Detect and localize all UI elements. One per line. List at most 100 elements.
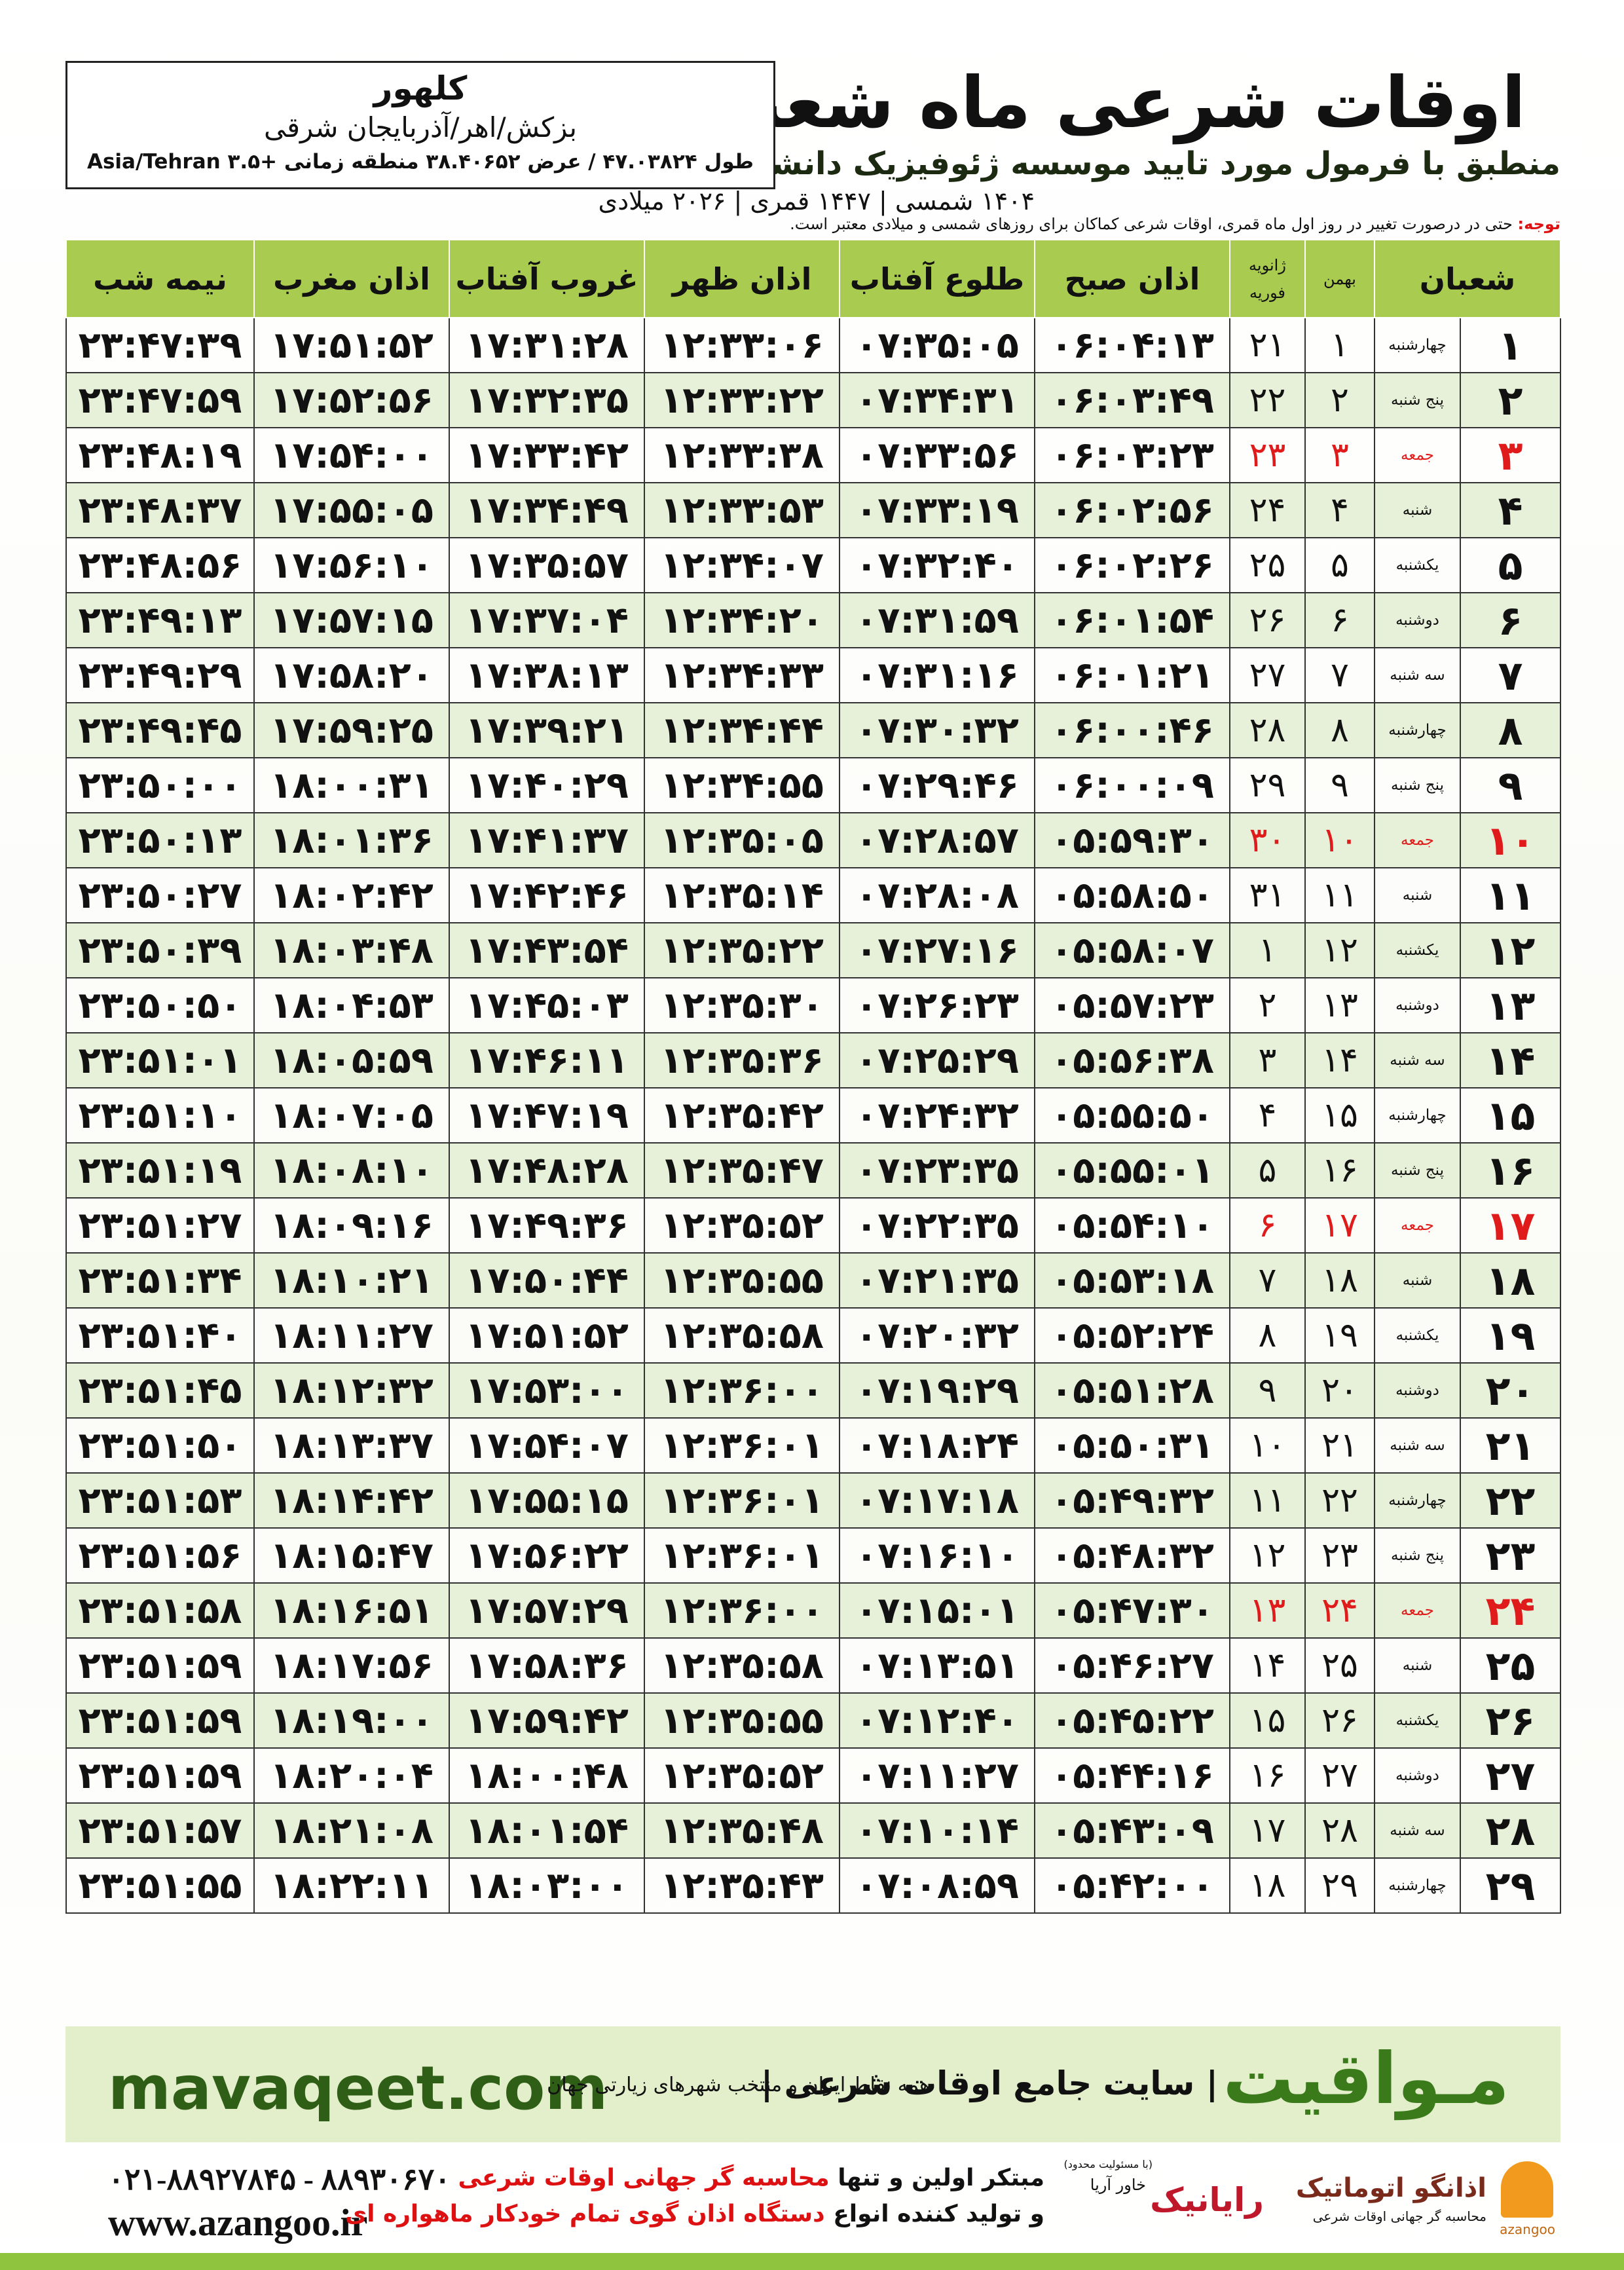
table-cell: ۱۸:۱۴:۴۲ bbox=[253, 1472, 450, 1529]
table-cell: ۲۰ bbox=[1304, 1362, 1375, 1419]
table-cell: ۲۹ bbox=[1229, 757, 1306, 813]
table-cell: ۱۸:۱۹:۰۰ bbox=[253, 1692, 450, 1749]
table-cell: چهارشنبه bbox=[1373, 1087, 1462, 1144]
table-cell: ۰۷:۱۲:۴۰ bbox=[839, 1692, 1035, 1749]
table-cell: ۲۸ bbox=[1229, 702, 1306, 758]
table-cell: ۰۷:۱۶:۱۰ bbox=[839, 1527, 1035, 1584]
table-cell: ۰۵:۴۷:۳۰ bbox=[1034, 1582, 1230, 1639]
table-cell: ۱۷:۵۳:۰۰ bbox=[449, 1362, 645, 1419]
table-cell: ۱۲:۳۴:۳۳ bbox=[644, 647, 840, 703]
column-header: اذان ظهر bbox=[644, 239, 840, 318]
table-cell: ۰۵:۵۳:۱۸ bbox=[1034, 1252, 1230, 1309]
column-header: غروب آفتاب bbox=[449, 239, 645, 318]
table-cell: ۲۶ bbox=[1460, 1692, 1562, 1749]
website: www.azangoo.ir bbox=[108, 2201, 368, 2244]
table-cell: ۱۸:۰۳:۰۰ bbox=[449, 1857, 645, 1914]
table-cell: ۰۷:۲۴:۳۲ bbox=[839, 1087, 1035, 1144]
table-row: ۲۶ یکشنبه ۲۶ ۱۵ ۰۵:۴۵:۲۲ ۰۷:۱۲:۴۰ ۱۲:۳۵:۵۵ ۱۷:۵… bbox=[65, 1692, 1562, 1749]
table-cell: ۲۶ bbox=[1304, 1692, 1375, 1749]
table-cell: جمعه bbox=[1373, 1197, 1462, 1254]
table-cell: ۲۱ bbox=[1304, 1417, 1375, 1474]
column-header: شعبان bbox=[1373, 239, 1562, 318]
table-row: ۱۰ جمعه ۱۰ ۳۰ ۰۵:۵۹:۳۰ ۰۷:۲۸:۵۷ ۱۲:۳۵:۰۵ ۱۷:۴۱:… bbox=[65, 812, 1562, 868]
table-cell: ۱۲:۳۵:۱۴ bbox=[644, 867, 840, 923]
table-cell: ۱۸:۰۲:۴۲ bbox=[253, 867, 450, 923]
table-cell: ۱۷:۴۷:۱۹ bbox=[449, 1087, 645, 1144]
table-cell: ۰۶:۰۲:۲۶ bbox=[1034, 537, 1230, 593]
location-box: کلهور بزکش/اهر/آذربایجان شرقی طول ۴۷.۰۳۸… bbox=[65, 61, 775, 189]
table-cell: ۱۲ bbox=[1460, 922, 1562, 978]
table-cell: چهارشنبه bbox=[1373, 1472, 1462, 1529]
table-cell: ۲ bbox=[1229, 977, 1306, 1033]
table-cell: ۱۲:۳۶:۰۱ bbox=[644, 1527, 840, 1584]
table-row: ۲۰ دوشنبه ۲۰ ۹ ۰۵:۵۱:۲۸ ۰۷:۱۹:۲۹ ۱۲:۳۶:۰۰ ۱۷:۵۳… bbox=[65, 1362, 1562, 1419]
table-cell: ۱۲:۳۴:۴۴ bbox=[644, 702, 840, 758]
table-cell: ۰۷:۱۰:۱۴ bbox=[839, 1802, 1035, 1859]
site-name: مـواقیت bbox=[1223, 2038, 1509, 2120]
table-cell: ۱۲:۳۶:۰۱ bbox=[644, 1472, 840, 1529]
table-cell: ۱۲:۳۵:۵۲ bbox=[644, 1747, 840, 1804]
table-cell: ۱۷:۵۷:۲۹ bbox=[449, 1582, 645, 1639]
table-cell: ۲۳:۴۸:۳۷ bbox=[65, 482, 255, 538]
table-cell: ۱۲:۳۶:۰۰ bbox=[644, 1582, 840, 1639]
table-cell: ۲۳:۵۱:۵۹ bbox=[65, 1747, 255, 1804]
table-cell: یکشنبه bbox=[1373, 1692, 1462, 1749]
table-cell: ۲ bbox=[1460, 372, 1562, 428]
region: بزکش/اهر/آذربایجان شرقی bbox=[263, 111, 578, 143]
table-row: ۸ چهارشنبه ۸ ۲۸ ۰۶:۰۰:۴۶ ۰۷:۳۰:۳۲ ۱۲:۳۴:۴۴ ۱۷:۳… bbox=[65, 702, 1562, 758]
table-cell: یکشنبه bbox=[1373, 537, 1462, 593]
table-row: ۲۸ سه شنبه ۲۸ ۱۷ ۰۵:۴۳:۰۹ ۰۷:۱۰:۱۴ ۱۲:۳۵:۴۸ ۱۸:… bbox=[65, 1802, 1562, 1859]
column-header: ژانویه فوریه bbox=[1229, 239, 1306, 318]
table-cell: ۰۷:۲۲:۳۵ bbox=[839, 1197, 1035, 1254]
table-cell: ۰۷:۳۳:۱۹ bbox=[839, 482, 1035, 538]
table-cell: ۰۷:۳۰:۳۲ bbox=[839, 702, 1035, 758]
bottom-line bbox=[0, 2253, 1624, 2270]
table-cell: ۱۷:۳۵:۵۷ bbox=[449, 537, 645, 593]
table-cell: ۳۰ bbox=[1229, 812, 1306, 868]
table-cell: ۲۸ bbox=[1304, 1802, 1375, 1859]
table-cell: ۱۵ bbox=[1304, 1087, 1375, 1144]
table-cell: ۱۸:۰۹:۱۶ bbox=[253, 1197, 450, 1254]
table-cell: ۲۴ bbox=[1460, 1582, 1562, 1639]
table-cell: ۲۳:۴۸:۱۹ bbox=[65, 427, 255, 483]
table-cell: ۲۱ bbox=[1460, 1417, 1562, 1474]
table-cell: ۱۲:۳۵:۵۲ bbox=[644, 1197, 840, 1254]
table-cell: ۰۷:۳۲:۴۰ bbox=[839, 537, 1035, 593]
table-cell: ۱۸ bbox=[1229, 1857, 1306, 1914]
table-cell: ۱ bbox=[1229, 922, 1306, 978]
table-row: ۷ سه شنبه ۷ ۲۷ ۰۶:۰۱:۲۱ ۰۷:۳۱:۱۶ ۱۲:۳۴:۳۳ ۱۷:۳۸… bbox=[65, 647, 1562, 703]
table-cell: ۲۳:۵۱:۵۹ bbox=[65, 1637, 255, 1694]
table-cell: ۱۲:۳۳:۳۸ bbox=[644, 427, 840, 483]
table-cell: ۱۷:۳۳:۴۲ bbox=[449, 427, 645, 483]
table-row: ۳ جمعه ۳ ۲۳ ۰۶:۰۳:۲۳ ۰۷:۳۳:۵۶ ۱۲:۳۳:۳۸ ۱۷:۳۳:۴۲… bbox=[65, 427, 1562, 483]
table-cell: ۰۵:۵۲:۲۴ bbox=[1034, 1307, 1230, 1364]
table-cell: ۱۸:۰۱:۵۴ bbox=[449, 1802, 645, 1859]
table-cell: ۱۳ bbox=[1229, 1582, 1306, 1639]
table-cell: ۱۸:۱۶:۵۱ bbox=[253, 1582, 450, 1639]
table-cell: ۱۲:۳۵:۵۵ bbox=[644, 1252, 840, 1309]
table-cell: ۴ bbox=[1229, 1087, 1306, 1144]
table-cell: ۰۷:۲۶:۲۳ bbox=[839, 977, 1035, 1033]
table-cell: ۰۷:۲۱:۳۵ bbox=[839, 1252, 1035, 1309]
table-row: ۲۹ چهارشنبه ۲۹ ۱۸ ۰۵:۴۲:۰۰ ۰۷:۰۸:۵۹ ۱۲:۳۵:۴۳ ۱۸… bbox=[65, 1857, 1562, 1914]
table-cell: ۱۶ bbox=[1460, 1142, 1562, 1199]
table-cell: ۱۴ bbox=[1304, 1032, 1375, 1088]
table-cell: ۱۷:۵۱:۵۲ bbox=[449, 1307, 645, 1364]
table-cell: ۲۳ bbox=[1229, 427, 1306, 483]
table-cell: ۲۳:۴۹:۴۵ bbox=[65, 702, 255, 758]
table-cell: ۰۵:۴۹:۳۲ bbox=[1034, 1472, 1230, 1529]
logo-text: اذانگو اتوماتیک bbox=[1295, 2173, 1486, 2203]
table-cell: ۰۵:۴۳:۰۹ bbox=[1034, 1802, 1230, 1859]
table-cell: ۱۸:۰۱:۳۶ bbox=[253, 812, 450, 868]
table-row: ۲۲ چهارشنبه ۲۲ ۱۱ ۰۵:۴۹:۳۲ ۰۷:۱۷:۱۸ ۱۲:۳۶:۰۱ ۱۷… bbox=[65, 1472, 1562, 1529]
table-cell: ۲۳:۴۷:۵۹ bbox=[65, 372, 255, 428]
table-cell: ۰۵:۵۴:۱۰ bbox=[1034, 1197, 1230, 1254]
table-cell: جمعه bbox=[1373, 1582, 1462, 1639]
table-cell: ۲۳:۵۰:۰۰ bbox=[65, 757, 255, 813]
table-row: ۱۱ شنبه ۱۱ ۳۱ ۰۵:۵۸:۵۰ ۰۷:۲۸:۰۸ ۱۲:۳۵:۱۴ ۱۷:۴۲:… bbox=[65, 867, 1562, 923]
promo-highlight: دستگاه اذان گوی تمام خودکار ماهواره ای bbox=[345, 2201, 825, 2227]
table-cell: ۱۷:۴۸:۲۸ bbox=[449, 1142, 645, 1199]
table-row: ۲۱ سه شنبه ۲۱ ۱۰ ۰۵:۵۰:۳۱ ۰۷:۱۸:۲۴ ۱۲:۳۶:۰۱ ۱۷:… bbox=[65, 1417, 1562, 1474]
table-cell: ۰۷:۱۵:۰۱ bbox=[839, 1582, 1035, 1639]
